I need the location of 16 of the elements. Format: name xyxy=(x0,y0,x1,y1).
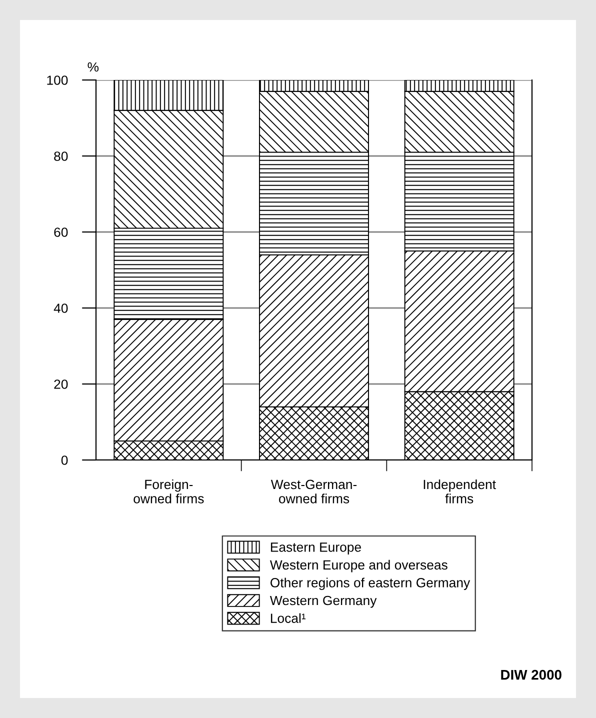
x-tick-label: Foreign- owned firms xyxy=(134,479,204,504)
legend-label: Local¹ xyxy=(270,613,306,623)
y-tick-label: 60 xyxy=(54,228,68,237)
legend-label: Other regions of eastern Germany xyxy=(270,578,470,590)
legend-label: Western Germany xyxy=(270,596,377,608)
text: DIW 2000 xyxy=(501,670,562,680)
y-tick-label: 20 xyxy=(54,380,68,389)
y-tick-label: 100 xyxy=(47,76,68,85)
y-tick-label: 40 xyxy=(54,304,68,313)
y-tick-label: 80 xyxy=(54,152,68,161)
y-axis-title: % xyxy=(88,62,99,72)
x-tick-label: West-German- owned firms xyxy=(270,480,357,504)
legend-label: Eastern Europe xyxy=(270,542,361,554)
y-tick-label: 0 xyxy=(61,456,68,465)
x-tick-label: Independent firms xyxy=(424,479,496,504)
legend-label: Western Europe and overseas xyxy=(270,560,448,572)
